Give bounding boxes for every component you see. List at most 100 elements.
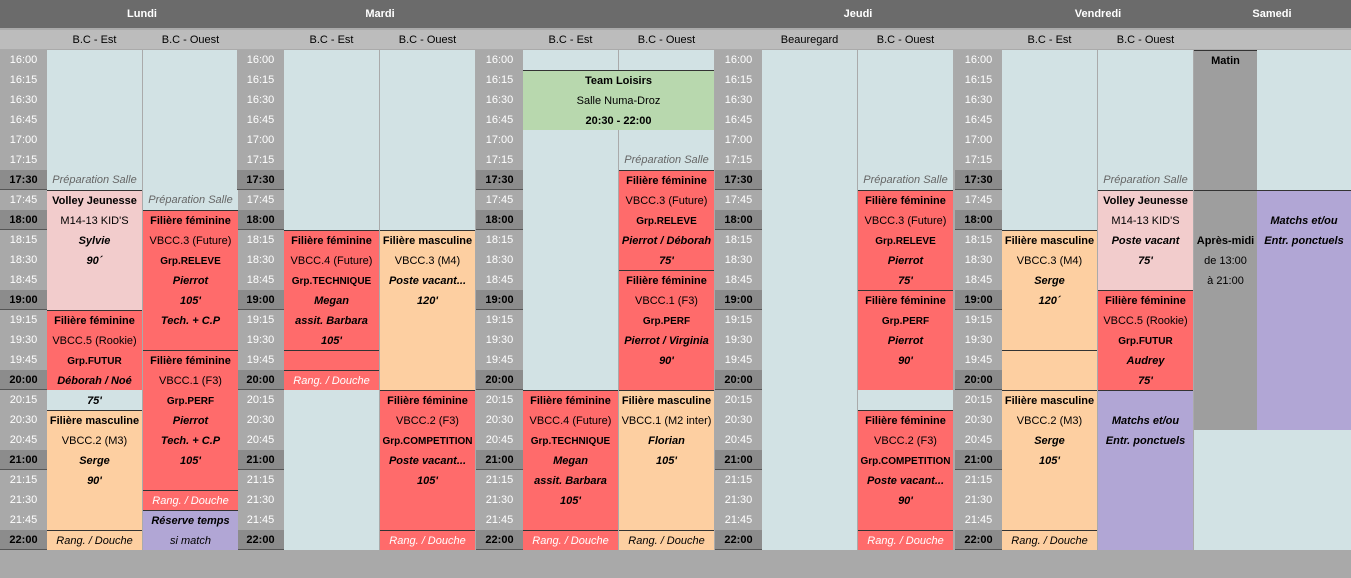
schedule-block[interactable]: Filière masculine VBCC.2 (M3) Serge 90' [47, 410, 142, 530]
venue-header: B.C - Ouest [380, 30, 475, 49]
schedule-block[interactable]: Préparation Salle [619, 150, 714, 170]
day-header-lundi: Lundi [82, 0, 202, 28]
schedule-block[interactable]: Rang. / Douche [619, 530, 714, 550]
schedule-block[interactable]: Rang. / Douche [284, 370, 379, 390]
venue-header: B.C - Ouest [619, 30, 714, 49]
block-line: Megan [314, 295, 349, 307]
time-cell: 21:15 [476, 470, 523, 490]
schedule-block[interactable]: Matchs et/ou Entr. ponctuels [1257, 190, 1351, 430]
time-cell: 21:15 [0, 470, 47, 490]
block-line: Filière masculine [382, 235, 473, 247]
time-cell: 17:00 [476, 130, 523, 150]
block-line: 75' [1138, 255, 1153, 267]
time-cell: 16:30 [715, 90, 762, 110]
block-line: 75' [659, 255, 674, 267]
time-cell: 21:45 [715, 510, 762, 530]
schedule-block[interactable]: Rang. / Douche [858, 530, 953, 550]
time-cell: 18:45 [955, 270, 1002, 290]
time-cell: 18:15 [955, 230, 1002, 250]
block-line: Salle Numa-Droz [576, 95, 661, 107]
block-line: 105' [180, 295, 201, 307]
schedule-block[interactable]: Rang. / Douche [143, 490, 238, 510]
time-cell: 20:30 [715, 410, 762, 430]
time-cell: 16:00 [476, 50, 523, 70]
schedule-block[interactable]: Volley Jeunesse M14-13 KID'S Sylvie 90´ [47, 190, 142, 310]
schedule-block[interactable]: Rang. / Douche [1002, 530, 1097, 550]
time-cell: 21:00 [0, 450, 47, 470]
time-cell: 22:00 [237, 530, 284, 550]
venue-header: B.C - Est [523, 30, 618, 49]
block-line: 20:30 - 22:00 [585, 115, 652, 127]
block-line: 105' [1039, 455, 1060, 467]
time-cell: 16:00 [715, 50, 762, 70]
schedule-block[interactable]: Volley Jeunesse M14-13 KID'S Poste vacant 7… [1098, 190, 1193, 290]
time-cell: 20:00 [237, 370, 284, 390]
time-cell: 18:15 [0, 230, 47, 250]
schedule-block[interactable]: Filière féminine VBCC.2 (F3) Grp.COMPETITI… [380, 390, 475, 530]
schedule-block[interactable]: Filière féminine VBCC.3 (Future) Grp.RELEV… [619, 170, 714, 270]
venue-header: B.C - Est [1002, 30, 1097, 49]
schedule-block[interactable]: Filière masculine VBCC.3 (M4) Serge 120´ [1002, 230, 1097, 350]
block-line: Déborah / Noé [57, 375, 132, 387]
block-line: VBCC.3 (M4) [394, 255, 461, 267]
time-cell: 20:45 [237, 430, 284, 450]
schedule-block[interactable]: Rang. / Douche [47, 530, 142, 550]
schedule-block[interactable] [1002, 350, 1097, 390]
schedule-block[interactable]: Filière féminine VBCC.4 (Future) Grp.TECHN… [523, 390, 618, 530]
block-line: 105' [656, 455, 677, 467]
time-cell: 16:30 [0, 90, 47, 110]
schedule-block[interactable]: Filière féminine VBCC.2 (F3) Grp.COMPETITI… [858, 410, 953, 530]
schedule-block[interactable] [284, 350, 379, 370]
time-cell: 20:30 [955, 410, 1002, 430]
time-cell: 19:15 [0, 310, 47, 330]
schedule-block[interactable]: Filière masculine VBCC.1 (M2 inter) Floria… [619, 390, 714, 530]
schedule-block[interactable]: Team Loisirs Salle Numa-Droz 20:30 - 22:00 [523, 70, 714, 130]
block-line: Sylvie [78, 235, 111, 247]
time-cell: 16:15 [237, 70, 284, 90]
bottom-strip [0, 550, 1351, 578]
schedule-block[interactable]: Filière féminine VBCC.1 (F3) Grp.PERF Pierr… [619, 270, 714, 390]
time-cell: 17:30 [715, 170, 762, 190]
schedule-block[interactable]: Filière masculine VBCC.2 (M3) Serge 105' [1002, 390, 1097, 530]
block-line: assit. Barbara [534, 475, 607, 487]
schedule-block[interactable]: Après-midi de 13:00 à 21:00 [1194, 190, 1257, 430]
time-cell: 18:30 [955, 250, 1002, 270]
time-cell: 20:45 [715, 430, 762, 450]
time-cell: 20:45 [476, 430, 523, 450]
schedule-block[interactable]: Préparation Salle [1098, 170, 1193, 190]
schedule-block[interactable]: Filière masculine VBCC.3 (M4) Poste vacant… [380, 230, 475, 390]
day-header-samedi: Samedi [1212, 0, 1332, 28]
time-cell: 20:00 [0, 370, 47, 390]
venue-header: B.C - Est [47, 30, 142, 49]
schedule-block[interactable]: Rang. / Douche [380, 530, 475, 550]
schedule-block[interactable]: Préparation Salle [143, 190, 238, 210]
schedule-block[interactable]: Filière féminine Grp.PERF Pierrot 90' [858, 290, 953, 390]
block-line: Rang. / Douche [1011, 535, 1088, 547]
schedule-block[interactable]: Matchs et/ou Entr. ponctuels [1098, 390, 1193, 550]
schedule-block[interactable]: Filière féminine VBCC.1 (F3) Grp.PERF Pierr… [143, 350, 238, 490]
time-cell: 17:15 [0, 150, 47, 170]
schedule-block[interactable]: Rang. / Douche [523, 530, 618, 550]
time-cell: 19:15 [476, 310, 523, 330]
block-line: Grp.RELEVE [875, 235, 936, 247]
schedule-block[interactable]: Filière féminine VBCC.5 (Rookie) Grp.FUTUR… [1098, 290, 1193, 390]
schedule-block[interactable]: Filière féminine VBCC.3 (Future) Grp.RELEV… [858, 190, 953, 290]
time-cell: 16:45 [476, 110, 523, 130]
block-line: Pierrot [887, 255, 924, 267]
time-cell: 19:00 [237, 290, 284, 310]
block-line: VBCC.1 (M2 inter) [621, 415, 712, 427]
time-cell: 21:45 [237, 510, 284, 530]
time-cell: 17:00 [715, 130, 762, 150]
schedule-block[interactable]: Filière féminine VBCC.3 (Future) Grp.RELEV… [143, 210, 238, 350]
schedule-block[interactable]: Matin [1194, 50, 1257, 190]
time-cell: 20:15 [476, 390, 523, 410]
schedule-block[interactable]: Filière féminine VBCC.4 (Future) Grp.TECHN… [284, 230, 379, 350]
time-cell: 17:15 [476, 150, 523, 170]
schedule-block[interactable]: Préparation Salle [47, 170, 142, 190]
schedule-block[interactable]: Filière féminine VBCC.5 (Rookie) Grp.FUTUR… [47, 310, 142, 407]
schedule-block[interactable]: Préparation Salle [858, 170, 953, 190]
block-line: Serge [1034, 435, 1065, 447]
block-line: 105' [560, 495, 581, 507]
schedule-block[interactable]: Réserve temps si match [143, 510, 238, 550]
time-cell: 17:45 [476, 190, 523, 210]
